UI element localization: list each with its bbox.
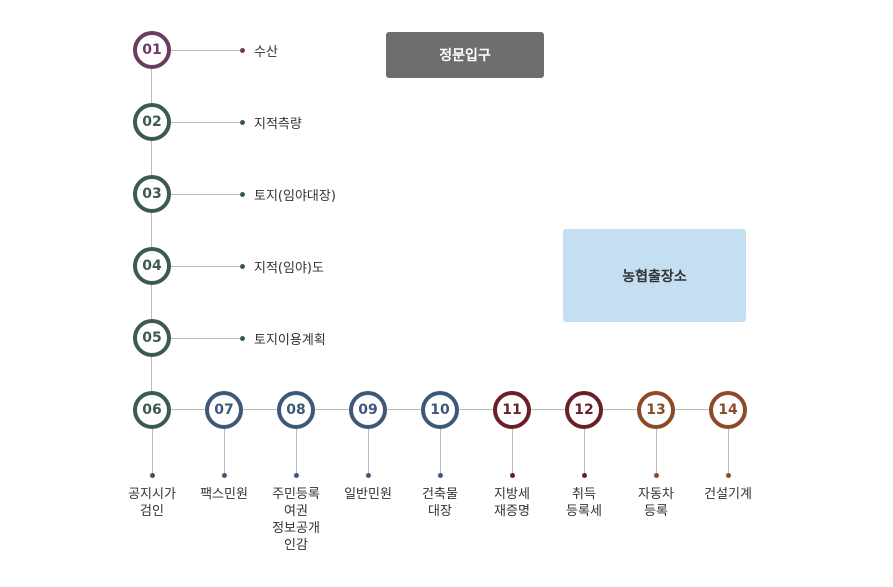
connector-dot (240, 120, 245, 125)
station-label-line: 주민등록 (272, 487, 320, 502)
station-label-line: 재증명 (494, 504, 530, 519)
station-label-line: 여권 (284, 504, 308, 519)
station-number-badge: 11 (493, 391, 531, 429)
station-number-badge: 06 (133, 391, 171, 429)
station-number-badge: 08 (277, 391, 315, 429)
station-label-line: 자동차 (638, 487, 674, 502)
main-entrance-label: 정문입구 (439, 48, 491, 64)
station-number-badge: 09 (349, 391, 387, 429)
connector-line (368, 429, 369, 475)
connector-line (171, 338, 242, 339)
connector-dot (222, 473, 227, 478)
connector-line (224, 429, 225, 475)
connector-line (440, 429, 441, 475)
station-label-line: 공지시가 (128, 487, 176, 502)
connector-dot (294, 473, 299, 478)
station-label-line: 검인 (140, 504, 164, 519)
connector-dot (438, 473, 443, 478)
station-label-line: 대장 (428, 504, 452, 519)
station-label-line: 건축물 (422, 487, 458, 502)
connector-dot (654, 473, 659, 478)
connector-dot (366, 473, 371, 478)
connector-dot (150, 473, 155, 478)
connector-dot (510, 473, 515, 478)
station-number-badge: 10 (421, 391, 459, 429)
station-label-line: 일반민원 (344, 487, 392, 502)
connector-line (171, 266, 242, 267)
station-number-badge: 07 (205, 391, 243, 429)
station-label-line: 지방세 (494, 487, 530, 502)
connector-line (512, 429, 513, 475)
station-label: 토지(임야대장) (254, 189, 336, 204)
station-label: 지적(임야)도 (254, 261, 324, 276)
connector-line (296, 429, 297, 475)
connector-dot (240, 192, 245, 197)
connector-line (171, 194, 242, 195)
station-label-line: 팩스민원 (200, 487, 248, 502)
connector-line (656, 429, 657, 475)
station-label: 건설기계 (688, 486, 768, 503)
nonghyup-office-box: 농협출장소 (563, 229, 746, 322)
connector-dot (240, 264, 245, 269)
connector-dot (240, 48, 245, 53)
station-number-badge: 05 (133, 319, 171, 357)
connector-line (171, 122, 242, 123)
station-label: 수산 (254, 45, 278, 60)
station-number-badge: 01 (133, 31, 171, 69)
station-label-line: 정보공개 (272, 521, 320, 536)
connector-dot (726, 473, 731, 478)
connector-line (584, 429, 585, 475)
nonghyup-office-label: 농협출장소 (622, 268, 687, 285)
connector-line (152, 429, 153, 475)
station-number-badge: 13 (637, 391, 675, 429)
station-label: 지적측량 (254, 117, 302, 132)
station-number-badge: 14 (709, 391, 747, 429)
station-label-line: 건설기계 (704, 487, 752, 502)
station-label: 팩스민원 (184, 486, 264, 503)
station-label-line: 등록 (644, 504, 668, 519)
vertical-trunk-line (151, 50, 152, 410)
station-label: 일반민원 (328, 486, 408, 503)
station-label-line: 취득 (572, 487, 596, 502)
station-number-badge: 04 (133, 247, 171, 285)
connector-line (171, 50, 242, 51)
connector-dot (582, 473, 587, 478)
station-label: 토지이용계획 (254, 333, 326, 348)
station-number-badge: 02 (133, 103, 171, 141)
station-label-line: 인감 (284, 538, 308, 553)
connector-line (728, 429, 729, 475)
main-entrance-box: 정문입구 (386, 32, 544, 78)
station-number-badge: 12 (565, 391, 603, 429)
station-label-line: 등록세 (566, 504, 602, 519)
connector-dot (240, 336, 245, 341)
station-number-badge: 03 (133, 175, 171, 213)
